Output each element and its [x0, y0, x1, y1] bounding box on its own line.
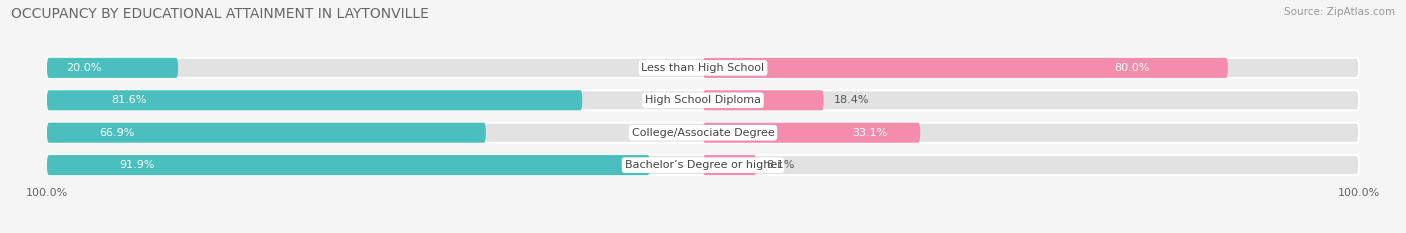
FancyBboxPatch shape — [703, 90, 824, 110]
Text: 20.0%: 20.0% — [66, 63, 101, 73]
Text: High School Diploma: High School Diploma — [645, 95, 761, 105]
FancyBboxPatch shape — [46, 58, 1360, 78]
Text: College/Associate Degree: College/Associate Degree — [631, 128, 775, 138]
FancyBboxPatch shape — [703, 123, 920, 143]
Text: OCCUPANCY BY EDUCATIONAL ATTAINMENT IN LAYTONVILLE: OCCUPANCY BY EDUCATIONAL ATTAINMENT IN L… — [11, 7, 429, 21]
FancyBboxPatch shape — [46, 90, 1360, 110]
FancyBboxPatch shape — [46, 155, 1360, 175]
FancyBboxPatch shape — [46, 123, 1360, 143]
FancyBboxPatch shape — [46, 58, 179, 78]
Text: 66.9%: 66.9% — [100, 128, 135, 138]
Text: 91.9%: 91.9% — [120, 160, 155, 170]
FancyBboxPatch shape — [703, 58, 1227, 78]
Text: 100.0%: 100.0% — [1339, 188, 1381, 199]
Text: 18.4%: 18.4% — [834, 95, 869, 105]
FancyBboxPatch shape — [46, 123, 486, 143]
FancyBboxPatch shape — [46, 155, 650, 175]
Text: 100.0%: 100.0% — [25, 188, 67, 199]
FancyBboxPatch shape — [703, 155, 756, 175]
Text: 81.6%: 81.6% — [111, 95, 146, 105]
FancyBboxPatch shape — [46, 90, 582, 110]
Text: 33.1%: 33.1% — [852, 128, 887, 138]
Text: 80.0%: 80.0% — [1114, 63, 1149, 73]
Text: 8.1%: 8.1% — [766, 160, 794, 170]
Text: Bachelor’s Degree or higher: Bachelor’s Degree or higher — [624, 160, 782, 170]
Text: Less than High School: Less than High School — [641, 63, 765, 73]
Text: Source: ZipAtlas.com: Source: ZipAtlas.com — [1284, 7, 1395, 17]
